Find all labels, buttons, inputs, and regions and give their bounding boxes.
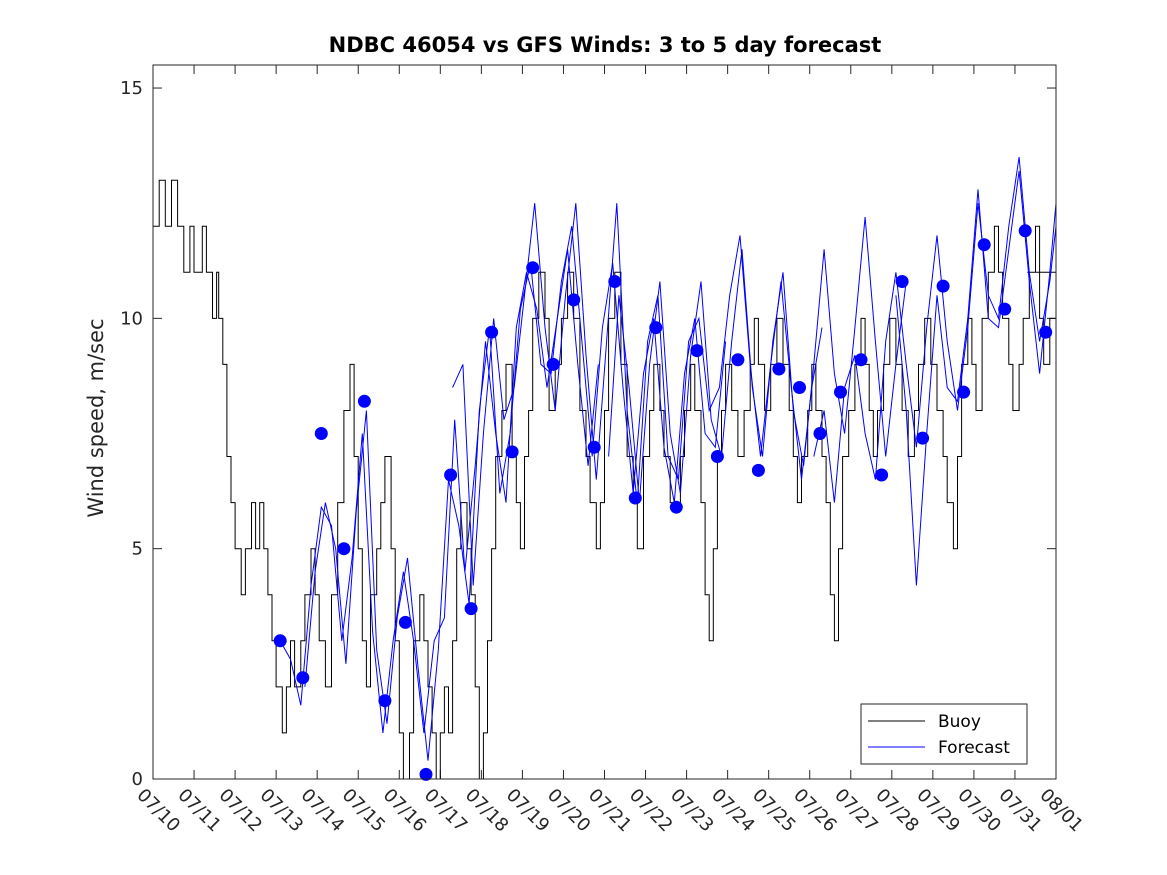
x-tick-label: 07/23	[666, 785, 718, 837]
forecast-point	[977, 238, 991, 252]
x-tick-label: 07/21	[584, 785, 636, 837]
forecast-point	[485, 325, 499, 339]
axes-box	[152, 64, 1057, 780]
x-tick-label: 07/31	[994, 785, 1046, 837]
x-tick-label: 07/14	[297, 785, 349, 837]
x-tick-label: 07/20	[543, 785, 595, 837]
forecast-point	[628, 491, 642, 505]
forecast-point	[464, 602, 478, 616]
plot-area	[153, 157, 1057, 781]
forecast-point	[546, 357, 560, 371]
legend-box	[860, 703, 1028, 765]
chart-title: NDBC 46054 vs GFS Winds: 3 to 5 day fore…	[329, 33, 882, 57]
forecast-point	[793, 381, 806, 394]
forecast-point	[505, 445, 519, 459]
forecast-point	[690, 344, 704, 358]
x-tick-label: 07/29	[912, 785, 964, 837]
forecast-point	[1039, 325, 1053, 339]
x-tick-label: 07/15	[338, 785, 390, 837]
forecast-point	[834, 385, 847, 399]
forecast-point	[895, 275, 909, 288]
forecast-series-line	[813, 157, 1057, 503]
x-tick-label: 07/28	[871, 785, 923, 837]
legend-buoy-label: Buoy	[938, 712, 981, 732]
legend-forecast-label: Forecast	[938, 738, 1010, 758]
x-tick-label: 07/18	[461, 785, 513, 837]
forecast-series-line	[895, 170, 1057, 586]
y-axis-label: Wind speed, m/sec	[84, 318, 108, 517]
forecast-point	[916, 431, 930, 445]
forecast-point	[314, 427, 328, 440]
forecast-point	[608, 275, 622, 288]
forecast-point	[337, 542, 351, 556]
forecast-point	[751, 463, 765, 477]
forecast-point	[419, 767, 433, 781]
forecast-point	[731, 353, 745, 367]
y-tick-label: 15	[120, 78, 143, 99]
x-tick-label: 07/25	[748, 785, 800, 837]
forecast-point	[957, 385, 971, 399]
forecast-point	[936, 279, 950, 293]
forecast-point	[587, 440, 601, 454]
x-tick-label: 07/22	[625, 785, 677, 837]
forecast-series-line	[304, 226, 727, 761]
forecast-point	[649, 321, 663, 335]
y-tick-label: 10	[120, 308, 143, 329]
x-tick-labels: 07/1007/1107/1207/1307/1407/1507/1607/17…	[132, 785, 1087, 837]
forecast-point	[710, 450, 724, 463]
forecast-point	[772, 362, 786, 376]
forecast-point	[357, 394, 371, 408]
y-tick-labels: 0 5 10 15	[120, 78, 143, 790]
y-tick-label: 0	[132, 769, 143, 790]
x-tick-label: 07/12	[215, 785, 267, 837]
x-tick-label: 07/27	[830, 785, 882, 837]
y-tick-label: 5	[132, 539, 143, 560]
x-tick-label: 07/10	[132, 785, 184, 837]
x-tick-label: 07/17	[420, 785, 472, 837]
forecast-point	[875, 468, 889, 482]
forecast-point	[444, 468, 458, 482]
buoy-series-line	[153, 179, 1057, 780]
forecast-point	[398, 615, 412, 629]
forecast-series-line	[279, 249, 599, 733]
x-tick-label: 07/16	[379, 785, 431, 837]
x-tick-label: 07/26	[789, 785, 841, 837]
legend: Buoy Forecast	[860, 703, 1028, 765]
forecast-point	[567, 293, 581, 307]
forecast-point	[669, 500, 683, 514]
forecast-point	[526, 261, 540, 275]
forecast-series-line	[608, 216, 907, 503]
x-tick-label: 07/13	[256, 785, 308, 837]
x-tick-label: 08/01	[1035, 785, 1087, 837]
x-tick-label: 07/11	[174, 785, 226, 837]
forecast-point	[854, 353, 868, 367]
x-tick-label: 07/24	[707, 785, 759, 837]
x-tick-label: 07/19	[502, 785, 554, 837]
x-tick-label: 07/30	[953, 785, 1005, 837]
forecast-point	[813, 427, 827, 440]
forecast-point	[1018, 224, 1032, 238]
forecast-point	[273, 634, 287, 648]
forecast-point	[378, 694, 392, 708]
forecast-point	[998, 302, 1012, 316]
forecast-point	[296, 671, 310, 685]
